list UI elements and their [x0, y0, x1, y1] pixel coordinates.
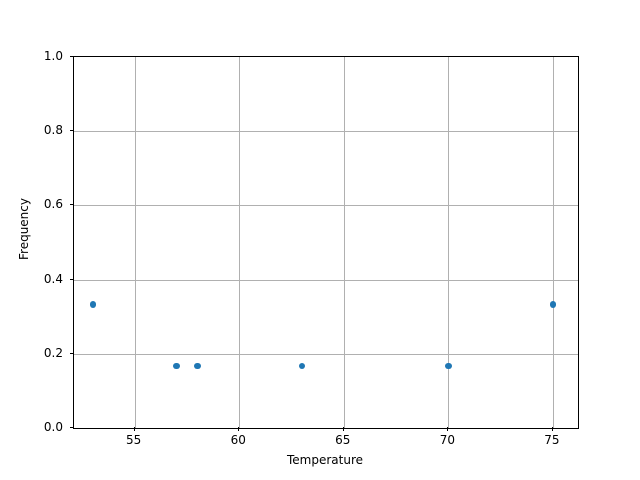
x-tick-mark — [447, 427, 449, 431]
y-tick-label: 0.2 — [43, 345, 63, 360]
scatter-point — [173, 362, 180, 370]
y-tick-mark — [69, 278, 73, 280]
x-tick-mark — [342, 427, 344, 431]
x-tick-label: 60 — [230, 433, 246, 447]
y-tick-mark — [69, 352, 73, 354]
x-tick-label: 65 — [335, 433, 351, 447]
scatter-points-layer — [74, 57, 578, 428]
y-tick-mark — [69, 56, 73, 57]
gridline-vertical — [343, 57, 345, 428]
x-tick-label: 55 — [126, 433, 142, 447]
y-tick-label: 0.6 — [43, 197, 63, 212]
gridline-horizontal — [74, 205, 578, 207]
y-tick-label: 0.0 — [43, 420, 63, 434]
gridline-vertical — [134, 57, 136, 428]
y-tick-mark — [69, 204, 73, 206]
scatter-point — [445, 362, 452, 370]
grid-layer — [74, 57, 578, 428]
y-tick-label: 0.8 — [43, 123, 63, 138]
y-tick-label: 1.0 — [43, 49, 63, 63]
x-tick-label: 75 — [544, 433, 560, 447]
x-tick-mark — [133, 427, 135, 431]
y-axis-label: Frequency — [17, 198, 31, 260]
gridline-vertical — [552, 57, 554, 428]
gridline-horizontal — [74, 353, 578, 355]
plot-axes — [73, 56, 579, 429]
x-axis-label: Temperature — [286, 453, 363, 467]
scatter-point — [89, 301, 97, 308]
gridline-vertical — [239, 57, 241, 428]
x-tick-mark — [551, 427, 553, 431]
x-tick-mark — [238, 427, 240, 431]
x-tick-label: 70 — [439, 433, 455, 447]
scatter-point — [298, 362, 306, 370]
y-tick-mark — [69, 427, 73, 428]
gridline-horizontal — [74, 131, 578, 133]
scatter-point — [549, 301, 557, 308]
gridline-horizontal — [74, 279, 578, 281]
gridline-vertical — [448, 57, 450, 428]
y-tick-label: 0.4 — [43, 271, 63, 286]
scatter-point — [194, 362, 201, 370]
y-tick-mark — [69, 130, 73, 132]
